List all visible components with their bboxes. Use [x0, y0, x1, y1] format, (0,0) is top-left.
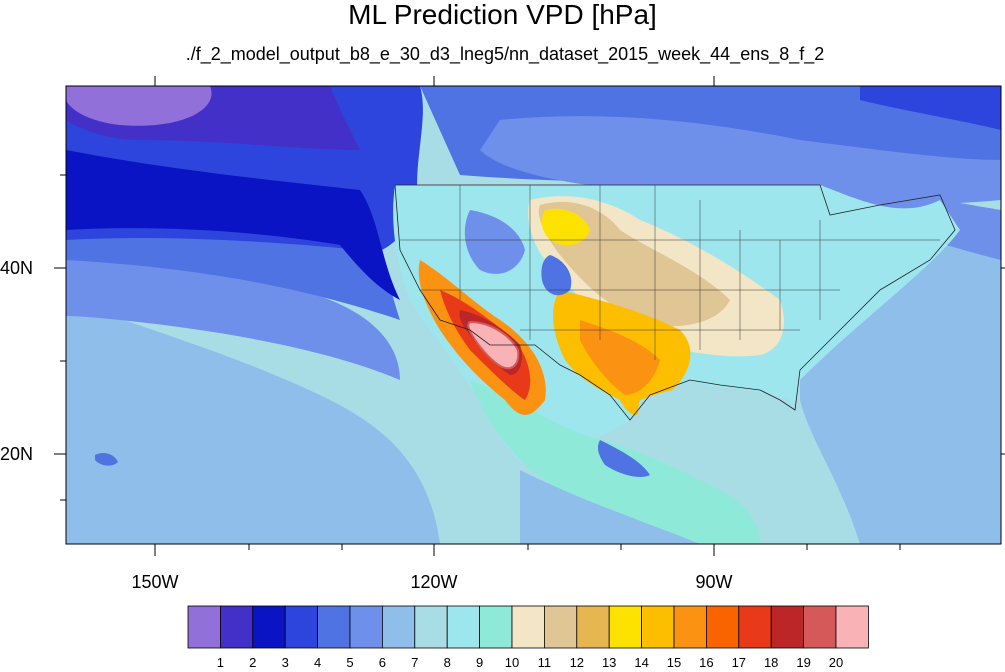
colorbar-swatch [641, 605, 675, 649]
colorbar-tick-label: 9 [475, 655, 484, 670]
lat-label-40n: 40N [0, 258, 34, 278]
colorbar-tick-label: 3 [281, 655, 289, 670]
colorbar-swatch [608, 605, 643, 649]
central-america-region [597, 440, 650, 477]
colorbar-swatch [673, 605, 707, 649]
colorbar-swatch [738, 605, 772, 649]
lon-label-150w: 150W [131, 572, 179, 592]
us-border-outline [394, 184, 956, 421]
colorbar-tick-label: 12 [569, 655, 585, 670]
colorbar-tick-label: 1 [216, 655, 224, 670]
chart-title: ML Prediction VPD [hPa] [348, 0, 657, 30]
colorbar-tick-label: 7 [411, 655, 419, 670]
colorbar-tick-label: 11 [537, 655, 552, 670]
colorbar-swatch [544, 605, 578, 649]
coastal-band-region [66, 150, 400, 300]
colorbar-swatch [381, 605, 416, 649]
colorbar-tick-label: 10 [504, 655, 520, 670]
rockies-region [541, 255, 572, 296]
colorbar-tick-label: 14 [634, 655, 649, 670]
colorbar-swatch [284, 605, 319, 649]
colorbar-swatch [706, 605, 740, 649]
colorbar-swatch [770, 605, 805, 649]
colorbar-swatch [219, 605, 254, 649]
lon-label-90w: 90W [695, 572, 733, 592]
chart-subtitle: ./f_2_model_output_b8_e_30_d3_lneg5/nn_d… [185, 44, 825, 64]
colorbar-swatch [187, 605, 221, 649]
colorbar-tick-label: 19 [796, 655, 811, 670]
plains-yellow-region [541, 208, 590, 246]
colorbar-swatch [349, 605, 383, 649]
colorbar-swatch [446, 605, 481, 649]
central-pacific-region [66, 300, 440, 544]
colorbar-tick-label: 15 [666, 655, 682, 670]
colorbar-swatch [576, 605, 610, 649]
lon-label-120w: 120W [410, 572, 458, 592]
hudson-region [860, 86, 1001, 130]
colorbar-tick-label: 2 [249, 655, 257, 670]
colorbar-tick-label: 4 [313, 655, 322, 670]
colorbar-swatch [511, 605, 545, 649]
colorbar-swatch [252, 605, 286, 649]
colorbar-swatch [803, 605, 837, 649]
hawaii-region [95, 452, 118, 466]
gulf-of-alaska-core [66, 86, 212, 126]
gulf-of-mexico-region [638, 386, 794, 474]
colorbar-swatch [317, 605, 351, 649]
great-basin-region [464, 210, 525, 274]
map-frame [65, 85, 1002, 545]
map-ticks [54, 76, 1005, 556]
colorbar-tick-label: 5 [346, 655, 354, 670]
mid-pacific-region [66, 230, 400, 380]
colorbar-swatch [414, 605, 448, 649]
colorbar-tick-label: 17 [731, 655, 747, 670]
colorbar-swatch [479, 605, 513, 649]
colorbar-tick-label: 6 [378, 655, 386, 670]
colorbar-tick-label: 8 [443, 655, 451, 670]
colorbar-swatch [835, 605, 869, 649]
colorbar-tick-label: 13 [601, 655, 617, 670]
colorbar-tick-label: 20 [828, 655, 844, 670]
canada-light-region [480, 116, 1001, 205]
east-pacific-south-region [520, 470, 700, 544]
colorbar-tick-label: 16 [699, 655, 714, 670]
colorbar-tick-label: 18 [763, 655, 779, 670]
state-lines [400, 185, 940, 360]
colorbar [187, 605, 869, 649]
lat-label-20n: 20N [0, 444, 34, 464]
